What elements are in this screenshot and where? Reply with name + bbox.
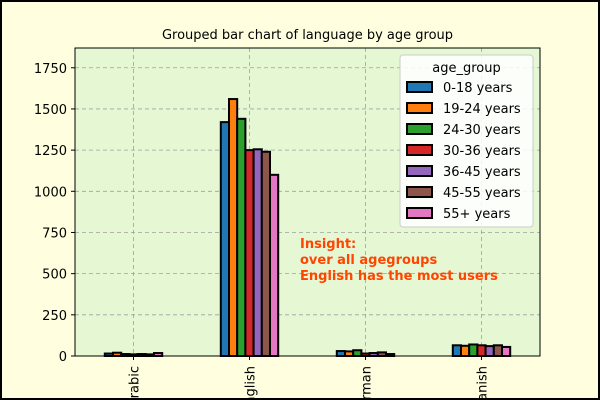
y-tick-label: 0: [59, 350, 67, 365]
bar: [492, 344, 503, 358]
y-tick-label: 250: [42, 309, 67, 324]
bar: [460, 344, 471, 358]
bar: [484, 345, 495, 357]
bar: [335, 350, 346, 358]
y-axis: 0 250 500 750 1000 1250 1500 1750: [34, 62, 75, 365]
bar: [260, 150, 271, 357]
legend-label: 55+ years: [443, 207, 511, 222]
bar: [352, 349, 363, 357]
bar: [468, 343, 479, 357]
annotation-line: English has the most users: [300, 269, 498, 284]
bar: [236, 117, 247, 357]
x-axis: Arabic English German Spanish: [128, 356, 491, 400]
bar: [476, 344, 487, 358]
bar: [269, 173, 280, 357]
bar: [376, 351, 387, 357]
x-tick-label: German: [360, 366, 375, 400]
legend-label: 19-24 years: [443, 102, 521, 117]
y-tick-label: 750: [42, 226, 67, 241]
x-tick-label: English: [244, 366, 259, 400]
bar: [501, 345, 512, 357]
legend-label: 45-55 years: [443, 186, 521, 201]
y-tick-label: 500: [42, 268, 67, 283]
legend-label: 24-30 years: [443, 123, 521, 138]
y-tick-label: 1750: [34, 62, 67, 77]
y-tick-label: 1500: [34, 103, 67, 118]
legend-swatch: [406, 207, 433, 219]
legend-swatch: [406, 102, 433, 114]
bar: [451, 344, 462, 358]
bar: [252, 148, 263, 357]
annotation-line: Insight:: [300, 237, 356, 252]
x-tick-label: Arabic: [128, 366, 143, 400]
legend-label: 36-45 years: [443, 165, 521, 180]
legend-swatch: [406, 123, 433, 135]
y-tick-label: 1000: [34, 185, 67, 200]
legend-title: age_group: [432, 61, 500, 76]
legend-swatch: [406, 144, 433, 156]
x-tick-label: Spanish: [476, 366, 491, 400]
annotation-line: over all agegroups: [300, 253, 437, 268]
plot-border: [74, 47, 541, 357]
legend-box: [399, 54, 534, 228]
legend-swatch: [406, 165, 433, 177]
legend: age_group 0-18 years 19-24 years 24-30 year…: [399, 54, 534, 228]
legend-swatch: [406, 81, 433, 93]
legend-label: 0-18 years: [443, 81, 513, 96]
legend-label: 30-36 years: [443, 144, 521, 159]
bar: [228, 98, 239, 357]
bar: [219, 121, 231, 357]
chart-title: Grouped bar chart of language by age gro…: [162, 28, 453, 43]
bar: [344, 350, 355, 358]
bar: [244, 149, 255, 357]
y-tick-label: 1250: [34, 144, 67, 159]
legend-swatch: [406, 186, 433, 198]
